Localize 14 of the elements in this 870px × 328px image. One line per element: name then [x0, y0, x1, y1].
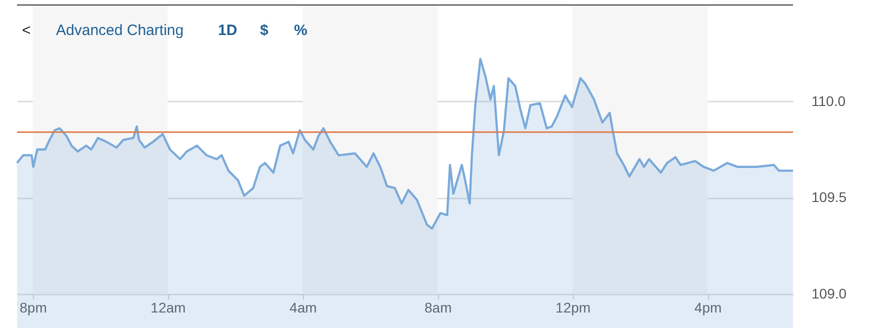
annotation: %: [294, 22, 308, 39]
y-tick-label: 109.0: [812, 286, 847, 302]
x-tick-label: 8am: [424, 300, 452, 316]
x-tick-label: 4pm: [694, 300, 722, 316]
x-tick-label: 12pm: [556, 300, 591, 316]
x-tick-label: 8pm: [20, 300, 47, 316]
annotation: $: [260, 22, 269, 39]
x-tick-label: 12am: [150, 300, 186, 316]
y-tick-label: 110.0: [812, 92, 846, 109]
annotation: Advanced Charting: [56, 22, 184, 39]
x-tick-label: 4am: [290, 300, 317, 316]
y-tick-label: 109.5: [812, 189, 847, 206]
annotation: 1D: [218, 22, 238, 39]
annotation: <: [22, 22, 31, 39]
